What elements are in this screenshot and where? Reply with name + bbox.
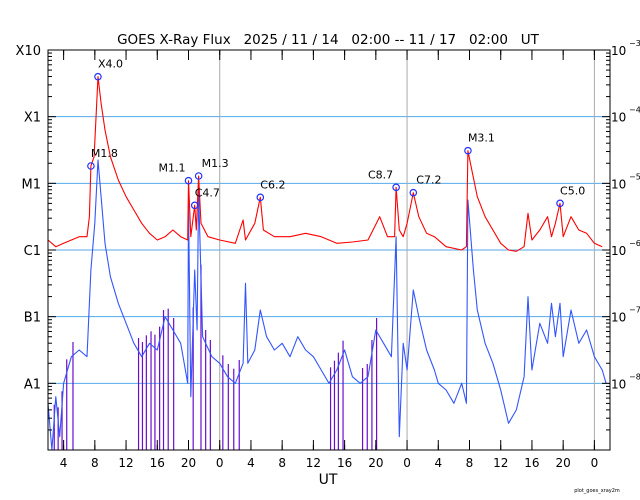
y-right-tick-exponent: −5 [629, 172, 640, 181]
y-right-tick-exponent: −6 [629, 239, 640, 248]
flare-annotations: M1.8 X4.0 M1.1 C4.7 M1.3 C6.2 C8.7 C7.2 M3.1 C5.0 [87, 58, 585, 210]
flare-peak-marker [184, 176, 193, 185]
y-right-tick-exponent: −4 [629, 106, 640, 115]
flare-label: C6.2 [260, 178, 285, 191]
y-right-tick-exponent: −7 [629, 306, 640, 315]
flare-peak-marker [256, 193, 265, 202]
y-left-tick-label: B1 [24, 311, 41, 326]
x-axis-label: UT [319, 472, 338, 488]
y-left-tick-label: X10 [16, 44, 41, 59]
x-tick-label: 16 [524, 456, 539, 470]
y-right-tick-base: 10 [611, 177, 626, 191]
gridlines [48, 50, 610, 450]
flare-label: C5.0 [560, 184, 585, 197]
flare-peak-marker [556, 199, 564, 208]
y-right-tick-exponent: −8 [629, 372, 640, 381]
flare-peak-marker [194, 172, 203, 180]
y-right-tick-base: 10 [611, 44, 626, 58]
x-tick-label: 20 [181, 456, 196, 470]
flare-label: M1.3 [202, 157, 229, 170]
flare-peak-marker [392, 183, 400, 192]
y-right-tick-base: 10 [611, 244, 626, 258]
y-right-tick-base: 10 [611, 111, 626, 125]
y-left-tick-label: M1 [22, 177, 42, 192]
x-tick-label: 4 [247, 456, 255, 470]
flare-label: C8.7 [368, 168, 393, 181]
x-tick-label: 4 [60, 456, 68, 470]
y-left-tick-label: C1 [24, 244, 41, 259]
y-right-tick-base: 10 [611, 377, 626, 391]
y-left-tick-label: A1 [24, 377, 41, 392]
flare-label: C7.2 [416, 174, 441, 187]
flare-label: M1.1 [159, 162, 186, 175]
x-tick-label: 20 [368, 456, 383, 470]
flare-label: X4.0 [98, 58, 123, 71]
flare-peak-marker [464, 146, 472, 155]
flare-peak-marker [94, 72, 102, 81]
x-tick-label: 20 [556, 456, 571, 470]
x-tick-label: 12 [306, 456, 321, 470]
flare-label: C4.7 [195, 186, 220, 199]
chart-title: GOES X-Ray Flux 2025 / 11 / 14 02:00 -- … [117, 32, 540, 48]
flare-peak-marker [190, 201, 199, 210]
x-tick-label: 16 [150, 456, 165, 470]
y-right-tick-base: 10 [611, 311, 626, 325]
y-left-tick-label: X1 [24, 111, 41, 126]
flare-peak-marker [87, 162, 95, 170]
x-tick-label: 8 [466, 456, 474, 470]
x-tick-label: 0 [403, 456, 411, 470]
x-tick-label: 8 [278, 456, 286, 470]
flare-label: M3.1 [468, 132, 495, 145]
x-tick-label: 16 [337, 456, 352, 470]
x-tick-label: 4 [434, 456, 442, 470]
x-tick-label: 12 [493, 456, 508, 470]
flare-label: M1.8 [91, 147, 118, 160]
series-layer [47, 76, 607, 451]
x-tick-label: 0 [591, 456, 599, 470]
footer-label: plot_goes_xray2m [574, 488, 620, 494]
x-tick-label: 8 [91, 456, 99, 470]
long-channel-line [47, 76, 603, 252]
axis-ticks: 4 8 12 16 20 0 4 8 12 16 20 0 4 8 12 16 20 0 X10 X1 M1 C1 B1 A1… [16, 39, 640, 470]
x-tick-label: 0 [216, 456, 224, 470]
x-tick-label: 12 [118, 456, 133, 470]
flare-peak-marker [409, 188, 418, 197]
short-channel-line [47, 159, 607, 451]
y-right-tick-exponent: −3 [629, 39, 640, 48]
